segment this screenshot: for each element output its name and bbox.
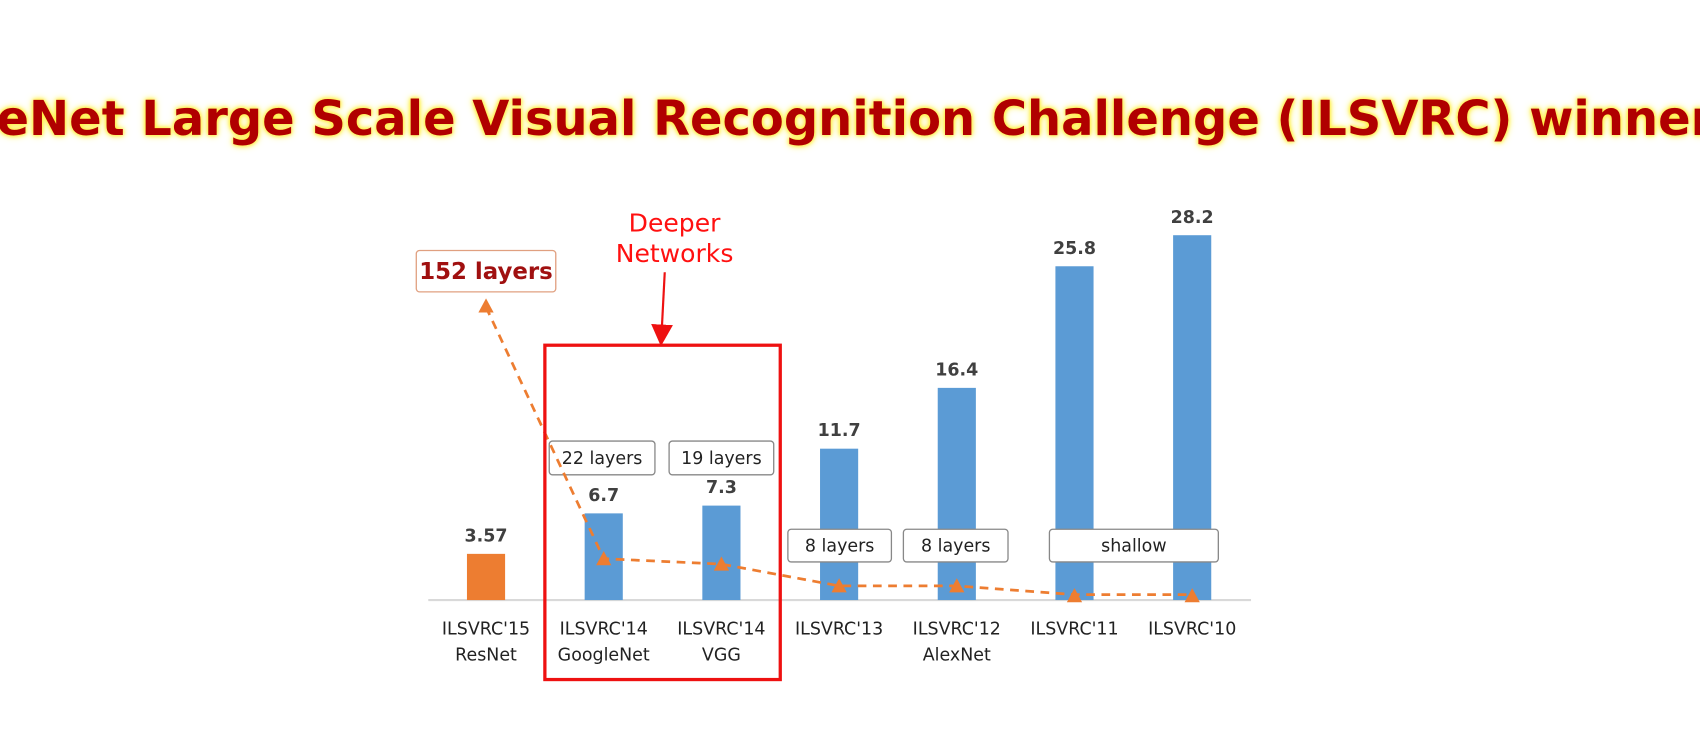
layer-box [1048, 528, 1219, 563]
layer-label: 19 layers [681, 449, 762, 469]
layer-box [548, 440, 656, 476]
depth-markers [478, 298, 1200, 603]
x-tick-label: GoogleNet [558, 646, 650, 666]
value-label: 3.57 [465, 526, 508, 546]
layer-label: 22 layers [562, 449, 643, 469]
value-label: 7.3 [706, 478, 737, 498]
layer-label: 8 layers [805, 537, 874, 557]
layer-box [902, 528, 1009, 563]
bar [702, 505, 741, 601]
x-tick-label: AlexNet [923, 646, 991, 666]
x-tick-label: ILSVRC'10 [1148, 619, 1236, 639]
layer-label: shallow [1101, 537, 1166, 557]
x-tick-label: ILSVRC'13 [795, 619, 883, 639]
x-tick-label: ILSVRC'12 [913, 619, 1001, 639]
bar [820, 448, 859, 601]
value-label: 25.8 [1053, 239, 1096, 259]
x-tick-label: ResNet [455, 646, 517, 666]
x-tick-label: ILSVRC'14 [560, 619, 648, 639]
layer-label: 8 layers [921, 537, 990, 557]
chart-title: ImageNet Large Scale Visual Recognition … [0, 92, 1700, 147]
x-tick-label: VGG [702, 646, 741, 666]
value-label: 28.2 [1171, 208, 1214, 228]
x-tick-label: ILSVRC'15 [442, 619, 530, 639]
layer-box [668, 440, 775, 476]
annotation-arrow [651, 272, 673, 347]
x-tick-label: ILSVRC'11 [1030, 619, 1118, 639]
bar [937, 387, 976, 601]
annotation-text: Deeper [629, 208, 721, 237]
x-tick-label: ILSVRC'14 [677, 619, 765, 639]
annotation-text: Networks [616, 239, 734, 268]
layer-box [787, 528, 893, 563]
value-label: 16.4 [935, 360, 978, 380]
value-label: 11.7 [818, 421, 861, 441]
value-label: 6.7 [588, 486, 619, 506]
bar [466, 553, 506, 601]
layer-box [415, 249, 557, 293]
layer-label: 152 layers [419, 259, 553, 285]
